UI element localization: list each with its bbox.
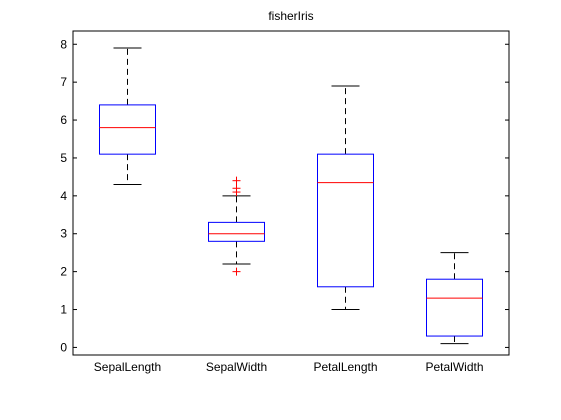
iqr-box — [426, 278, 483, 337]
y-tick-label: 1 — [60, 303, 67, 317]
x-tick-label: SepalLength — [94, 360, 161, 374]
iqr-box — [317, 153, 374, 288]
iqr-box — [208, 221, 265, 242]
y-tick-label: 5 — [60, 151, 67, 165]
x-tick-label: PetalLength — [313, 360, 377, 374]
box-0 — [99, 47, 156, 185]
outlier-marker — [232, 184, 241, 193]
plot-area — [72, 30, 510, 356]
box-2 — [317, 85, 374, 311]
y-tick-label: 4 — [60, 189, 67, 203]
y-tick-label: 3 — [60, 227, 67, 241]
y-axis: 0 1 2 3 4 5 6 7 8 — [60, 37, 509, 354]
y-tick-label: 7 — [60, 75, 67, 89]
outlier-marker — [232, 176, 241, 185]
x-tick-label: PetalWidth — [425, 360, 483, 374]
y-tick-label: 0 — [60, 340, 67, 354]
y-tick-label: 2 — [60, 265, 67, 279]
x-tick-label: SepalWidth — [206, 360, 267, 374]
box-3 — [426, 252, 483, 345]
iqr-box — [99, 104, 156, 155]
box-1 — [208, 176, 265, 276]
y-tick-label: 8 — [60, 37, 67, 51]
outlier-marker — [232, 267, 241, 276]
y-tick-label: 6 — [60, 113, 67, 127]
x-axis: SepalLength SepalWidth PetalLength PetalWid… — [94, 360, 484, 374]
box-series — [99, 47, 483, 345]
chart-title: fisherIris — [268, 9, 313, 23]
